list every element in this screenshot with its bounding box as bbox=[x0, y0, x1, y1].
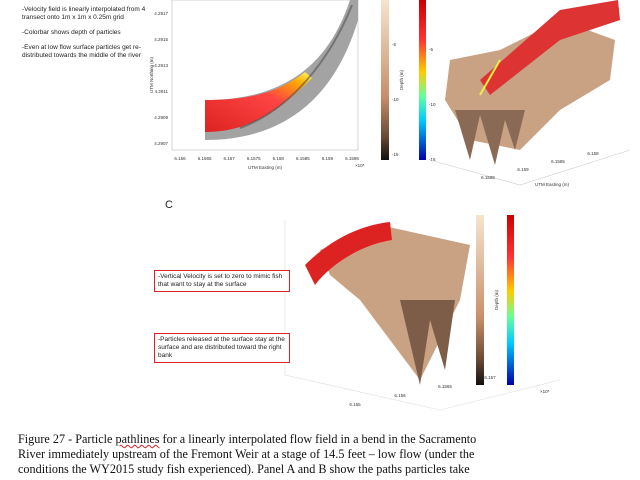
x-tick-label: 6.157 bbox=[484, 375, 496, 380]
x-tick-label: 6.158 bbox=[587, 151, 599, 156]
terrain bbox=[400, 300, 455, 385]
caption-text: Figure 27 - Particle bbox=[18, 432, 116, 446]
particle-paths bbox=[479, 59, 501, 96]
colorbar-tick: -5 bbox=[392, 42, 396, 47]
x-exponent: ×10⁵ bbox=[355, 163, 365, 168]
callout: -Particles released at the surface stay … bbox=[154, 333, 290, 363]
colorbar-tick: -10 bbox=[429, 102, 436, 107]
colorbar-tick: -15 bbox=[429, 157, 436, 162]
caption-text: conditions the WY2015 study fish experie… bbox=[18, 462, 470, 476]
x-tick-label: 6.1595 bbox=[481, 175, 495, 180]
colorbar bbox=[381, 0, 389, 160]
x-tick-label: 6.156 bbox=[174, 156, 186, 161]
x-tick-label: 6.156 bbox=[394, 393, 406, 398]
y-axis-label: UTM Northing (m) bbox=[149, 57, 154, 94]
river-edge bbox=[239, 4, 353, 129]
notes: -Velocity field is linearly interpolated… bbox=[22, 6, 147, 67]
y-tick-label: 4.2907 bbox=[154, 141, 168, 146]
colorbar-label: Depth (m) bbox=[399, 70, 404, 91]
caption-text: pathlines bbox=[115, 432, 160, 446]
note: -Even at low flow surface particles get … bbox=[22, 44, 141, 59]
x-tick-label: 6.159 bbox=[517, 167, 529, 172]
colorbar bbox=[476, 215, 484, 385]
note: -Velocity field is linearly interpolated… bbox=[22, 6, 146, 21]
x-tick-label: 6.155 bbox=[349, 402, 361, 407]
note: -Colorbar shows depth of particles bbox=[22, 29, 121, 36]
x-tick-label: 6.1565 bbox=[198, 156, 212, 161]
x-tick-label: 6.1575 bbox=[247, 156, 261, 161]
y-tick-label: 4.2915 bbox=[154, 37, 168, 42]
y-tick-label: 4.2909 bbox=[154, 115, 168, 120]
caption-text: River immediately upstream of the Fremon… bbox=[18, 447, 475, 461]
particle-paths bbox=[480, 0, 620, 95]
panel-label: C bbox=[165, 199, 173, 211]
colorbar-tick: -5 bbox=[429, 47, 433, 52]
x-tick-label: 6.1585 bbox=[551, 159, 565, 164]
x-axis-label: UTM Easting (m) bbox=[248, 165, 283, 170]
x-axis-label: UTM Easting (m) bbox=[535, 182, 570, 187]
caption-text: for a linearly interpolated flow field i… bbox=[159, 432, 477, 446]
colorbar-label: Depth (m) bbox=[494, 290, 499, 311]
figure: 4.2917 4.2915 4.2913 4.2911 4.2909 4.2907 6.15… bbox=[149, 0, 631, 411]
colorbar bbox=[507, 215, 514, 385]
x-tick-label: 6.1585 bbox=[296, 156, 310, 161]
terrain bbox=[320, 225, 470, 380]
terrain bbox=[455, 110, 525, 165]
x-tick-label: 6.158 bbox=[273, 156, 285, 161]
exponent: ×10⁵ bbox=[540, 389, 550, 394]
x-tick-label: 6.157 bbox=[224, 156, 236, 161]
colorbar-tick: -15 bbox=[392, 152, 399, 157]
y-tick-label: 4.2917 bbox=[154, 11, 168, 16]
particle-paths bbox=[305, 222, 392, 285]
panel-b: 6.1595 6.159 6.1585 6.158 UTM Easting (m) bbox=[429, 0, 631, 187]
panel-c: 6.155 6.156 6.1565 6.157 ×10⁵ Depth (m) bbox=[284, 215, 561, 411]
y-tick-label: 4.2913 bbox=[154, 63, 168, 68]
particle-paths bbox=[205, 72, 312, 132]
axis bbox=[284, 220, 561, 411]
x-tick-label: 6.159 bbox=[322, 156, 334, 161]
y-tick-label: 4.2911 bbox=[155, 89, 169, 94]
callout: -Vertical Velocity is set to zero to mim… bbox=[154, 270, 290, 292]
colorbar-tick: -10 bbox=[392, 97, 399, 102]
panel-a: 4.2917 4.2915 4.2913 4.2911 4.2909 4.2907 6.15… bbox=[149, 0, 365, 170]
x-tick-label: 6.1595 bbox=[345, 156, 359, 161]
axis bbox=[429, 149, 631, 186]
caption: Figure 27 - Particle pathlines for a lin… bbox=[18, 432, 628, 477]
x-tick-label: 6.1565 bbox=[438, 384, 452, 389]
colorbar bbox=[419, 0, 426, 160]
